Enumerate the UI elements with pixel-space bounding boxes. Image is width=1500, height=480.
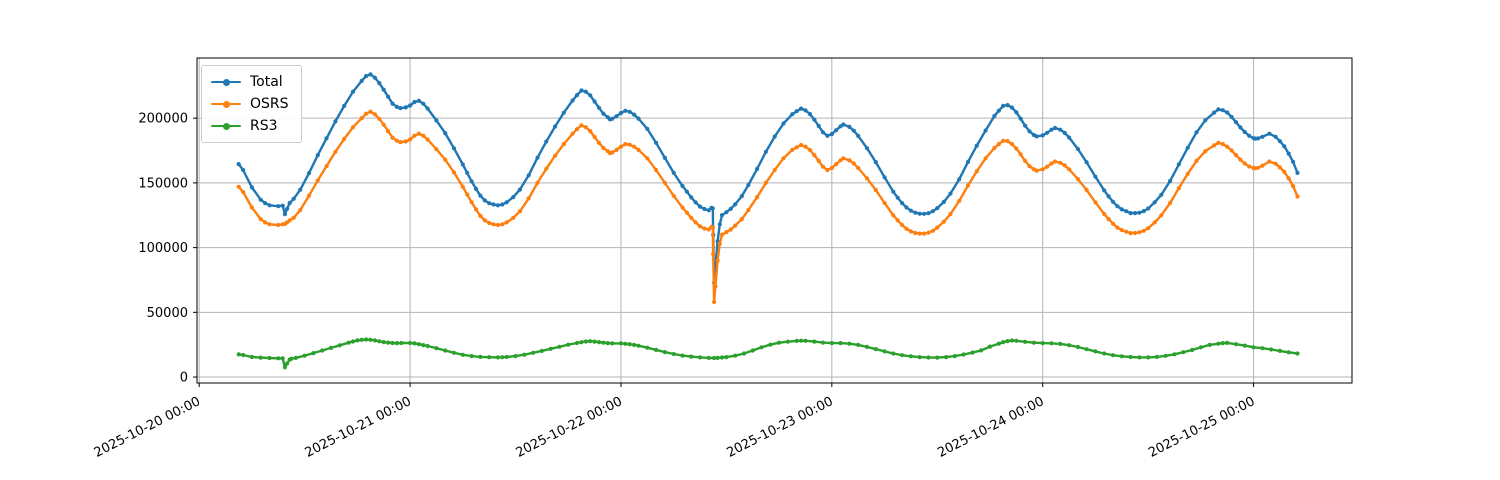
y-axis-ticks: 0 50000 100000 150000 200000 bbox=[138, 112, 197, 386]
svg-text:2025-10-25 00:00: 2025-10-25 00:00 bbox=[1146, 394, 1257, 461]
axes-spines bbox=[196, 57, 1353, 384]
rs3-line-marker-icon bbox=[211, 117, 241, 135]
grid bbox=[197, 58, 1352, 383]
legend-item-rs3: RS3 bbox=[211, 117, 289, 135]
series-lines bbox=[236, 72, 1300, 370]
svg-text:0: 0 bbox=[180, 371, 188, 386]
legend-label-rs3: RS3 bbox=[250, 118, 278, 134]
series-rs3 bbox=[236, 337, 1300, 370]
svg-text:2025-10-20 00:00: 2025-10-20 00:00 bbox=[92, 394, 203, 461]
svg-text:2025-10-22 00:00: 2025-10-22 00:00 bbox=[514, 394, 625, 461]
x-axis-ticks: 2025-10-20 00:00 2025-10-21 00:00 2025-10-… bbox=[92, 383, 1257, 461]
svg-text:2025-10-21 00:00: 2025-10-21 00:00 bbox=[303, 394, 414, 461]
svg-text:50000: 50000 bbox=[147, 306, 188, 321]
svg-text:2025-10-24 00:00: 2025-10-24 00:00 bbox=[935, 394, 1046, 461]
total-line-marker-icon bbox=[211, 73, 241, 91]
legend: Total OSRS RS3 bbox=[201, 65, 302, 143]
osrs-line-marker-icon bbox=[211, 95, 241, 113]
svg-text:2025-10-23 00:00: 2025-10-23 00:00 bbox=[724, 394, 835, 461]
svg-text:100000: 100000 bbox=[138, 241, 188, 256]
legend-label-osrs: OSRS bbox=[250, 96, 289, 112]
svg-text:150000: 150000 bbox=[138, 176, 188, 191]
legend-item-osrs: OSRS bbox=[211, 95, 289, 113]
series-osrs bbox=[236, 109, 1300, 305]
series-total bbox=[236, 72, 1300, 286]
svg-text:200000: 200000 bbox=[138, 112, 188, 127]
legend-item-total: Total bbox=[211, 73, 289, 91]
legend-label-total: Total bbox=[250, 74, 283, 90]
